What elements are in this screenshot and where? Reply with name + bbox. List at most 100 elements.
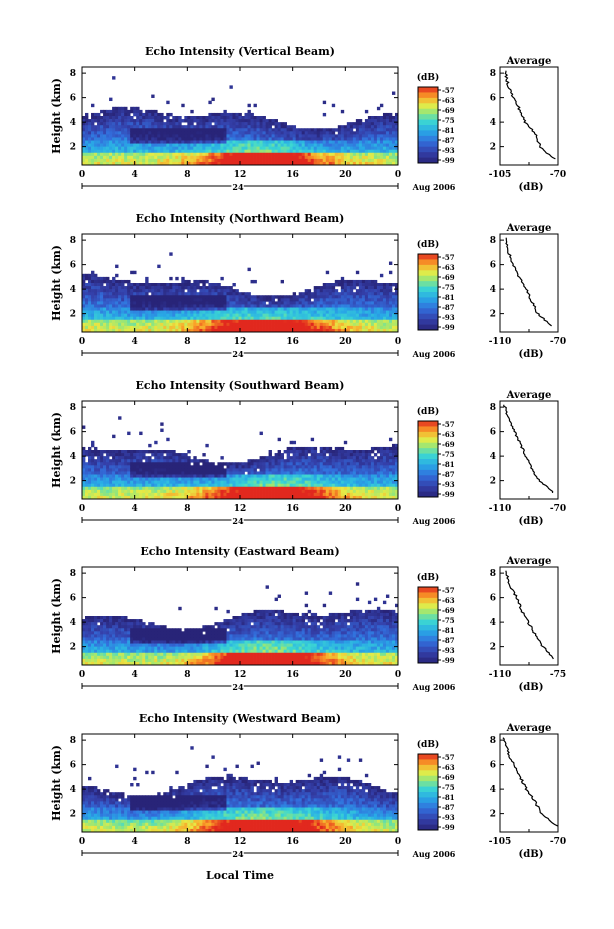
heatmap-cell [97,140,101,144]
heatmap-cell [223,477,227,481]
heatmap-cell [250,310,254,314]
heatmap-cell [319,325,324,330]
heatmap-cell [148,443,152,448]
heatmap-cell [361,289,366,293]
heatmap-cell [199,495,203,500]
heatmap-cell [322,295,327,299]
heatmap-cell [94,462,98,466]
average-xlabel: (dB) [519,349,544,360]
colorbar-swatch [418,92,438,99]
heatmap-cell [124,128,128,132]
heatmap-cell [373,298,378,302]
heatmap-cell [229,495,233,500]
heatmap-cell [268,122,272,126]
heatmap-cell [379,289,384,293]
heatmap-cell [118,450,122,454]
heatmap-cell [247,103,251,108]
heatmap-cell [178,122,182,126]
heatmap-cell [226,152,230,157]
heatmap-cell [367,456,372,460]
heatmap-cell [286,483,291,488]
heatmap-cell [175,276,179,281]
heatmap-cell [85,158,89,163]
heatmap-cell [325,131,330,135]
heatmap-cell [118,468,122,472]
heatmap-cell [85,149,89,154]
heatmap-cell [229,149,233,154]
heatmap-cell [202,462,206,466]
heatmap-cell [136,106,140,111]
heatmap-cell [121,459,125,463]
heatmap-cell [172,161,176,166]
heatmap-cell [256,477,260,481]
heatmap-cell [238,134,242,138]
heatmap-cell [220,477,224,481]
heatmap-cell [262,489,266,494]
heatmap-cell [109,119,113,123]
heatmap-cell [364,316,369,321]
heatmap-cell [88,319,92,324]
heatmap-cell [151,492,155,497]
heatmap-cell [301,492,306,497]
heatmap-cell [346,477,351,481]
heatmap-cell [262,459,266,463]
heatmap-cell [139,292,143,296]
heatmap-cell [298,304,303,308]
heatmap-cell [238,143,242,147]
heatmap-cell [304,128,309,132]
heatmap-cell [259,137,263,141]
heatmap-cell [238,319,242,324]
heatmap-cell [277,465,281,469]
heatmap-cell [112,125,116,129]
heatmap-cell [232,155,236,160]
heatmap-cell [121,313,125,318]
heatmap-cell [376,319,381,324]
heatmap-cell [178,295,182,299]
heatmap-cell [175,301,179,305]
heatmap-cell [355,471,360,475]
heatmap-cell [85,155,89,160]
heatmap-cell [226,483,230,488]
heatmap-cell [229,116,233,120]
heatmap-cell [307,492,312,497]
heatmap-cell [130,328,134,333]
heatmap-cell [316,295,321,299]
heatmap-cell [211,301,215,305]
heatmap-cell [103,152,107,157]
heatmap-cell [211,149,215,154]
heatmap-cell [223,468,227,472]
heatmap-cell [262,161,266,166]
heatmap-cell [292,140,297,144]
heatmap-cell [130,137,134,141]
heatmap-cell [94,295,98,299]
heatmap-cell [229,480,233,485]
heatmap-cell [283,307,287,311]
heatmap-cell [172,468,176,472]
heatmap-cell [244,465,248,469]
heatmap-cell [157,264,161,269]
heatmap-cell [250,495,254,500]
heatmap-cell [310,489,315,494]
heatmap-cell [331,301,336,305]
heatmap-cell [295,480,300,485]
heatmap-cell [316,474,321,478]
heatmap-cell [289,462,294,466]
heatmap-cell [367,465,372,469]
heatmap-cell [160,295,164,299]
heatmap-cell [139,301,143,305]
heatmap-cell [232,146,236,151]
average-frame [499,233,559,333]
heatmap-cell [370,446,375,451]
heatmap-cell [340,152,345,157]
heatmap-cell [373,483,378,488]
heatmap-cell [307,471,312,475]
heatmap-cell [379,301,384,305]
heatmap-cell [220,301,224,305]
heatmap-cell [166,316,170,321]
heatmap-cell [232,158,236,163]
heatmap-cell [376,125,381,129]
heatmap-cell [376,471,381,475]
heatmap-cell [322,313,327,318]
heatmap-cell [136,140,140,144]
heatmap-cell [361,158,366,163]
